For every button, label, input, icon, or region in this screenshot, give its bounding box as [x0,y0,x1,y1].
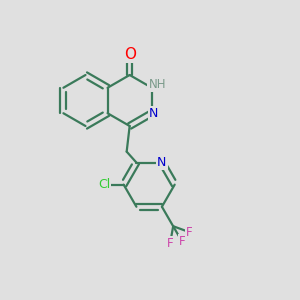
Text: F: F [178,235,185,248]
Text: NH: NH [148,78,166,91]
Text: O: O [124,46,136,62]
Text: Cl: Cl [98,178,110,191]
Text: N: N [148,107,158,120]
Text: F: F [167,237,173,250]
Text: N: N [157,156,167,169]
Text: F: F [186,226,193,239]
